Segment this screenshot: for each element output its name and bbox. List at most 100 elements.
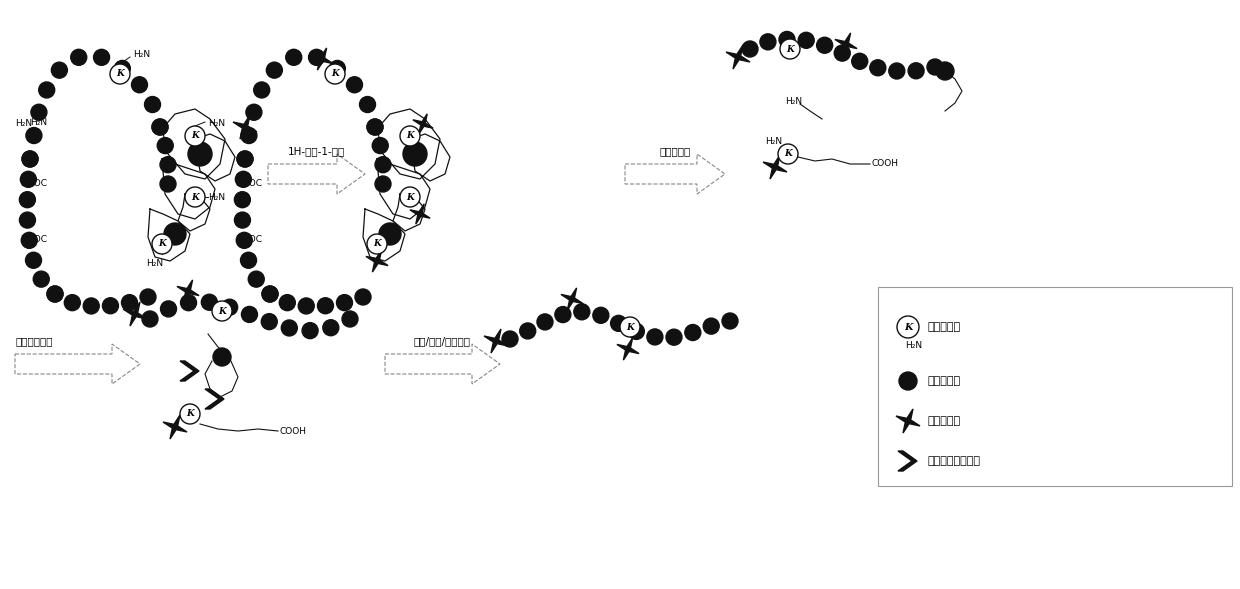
- Text: H₂N: H₂N: [905, 341, 923, 350]
- Circle shape: [502, 331, 518, 347]
- Polygon shape: [205, 389, 224, 409]
- Circle shape: [38, 82, 55, 98]
- Text: K: K: [191, 193, 198, 201]
- Circle shape: [554, 307, 570, 323]
- Circle shape: [897, 316, 919, 338]
- Circle shape: [114, 61, 130, 77]
- Circle shape: [143, 311, 157, 327]
- Circle shape: [83, 298, 99, 314]
- Text: 胍基化基团: 胍基化基团: [928, 416, 961, 426]
- Circle shape: [185, 126, 205, 146]
- Circle shape: [140, 289, 156, 305]
- Circle shape: [31, 104, 47, 120]
- Circle shape: [322, 320, 339, 336]
- Circle shape: [22, 151, 38, 167]
- Circle shape: [237, 151, 253, 167]
- Circle shape: [520, 323, 536, 339]
- Circle shape: [372, 138, 388, 154]
- Circle shape: [610, 315, 626, 332]
- Circle shape: [262, 286, 278, 302]
- Circle shape: [574, 304, 590, 320]
- Circle shape: [336, 294, 352, 310]
- Circle shape: [779, 31, 795, 48]
- Circle shape: [234, 212, 250, 228]
- Circle shape: [742, 41, 758, 57]
- Circle shape: [234, 191, 250, 208]
- Circle shape: [236, 171, 252, 187]
- Circle shape: [110, 64, 130, 84]
- Circle shape: [852, 53, 868, 70]
- Circle shape: [342, 311, 358, 327]
- Polygon shape: [311, 48, 334, 70]
- Circle shape: [367, 234, 387, 254]
- Polygon shape: [366, 250, 388, 272]
- Text: 氨基活性材料基团: 氨基活性材料基团: [928, 456, 981, 466]
- Circle shape: [153, 234, 172, 254]
- Circle shape: [242, 306, 258, 322]
- Circle shape: [666, 329, 682, 345]
- Circle shape: [760, 34, 776, 50]
- Polygon shape: [180, 361, 198, 381]
- Polygon shape: [898, 451, 918, 471]
- Circle shape: [869, 59, 885, 76]
- Text: K: K: [405, 131, 414, 141]
- Circle shape: [780, 39, 800, 59]
- Circle shape: [64, 294, 81, 310]
- Circle shape: [122, 294, 138, 310]
- Circle shape: [379, 223, 401, 245]
- Text: 赖氨酸残基: 赖氨酸残基: [928, 322, 961, 332]
- Text: K: K: [191, 131, 198, 141]
- Text: 1H-吡唑-1-甲脒: 1H-吡唑-1-甲脒: [288, 146, 345, 156]
- Text: H₂N: H₂N: [765, 137, 782, 145]
- Circle shape: [26, 252, 41, 268]
- Text: K: K: [405, 193, 414, 201]
- Circle shape: [325, 64, 345, 84]
- Circle shape: [928, 59, 942, 75]
- Text: H₂N: H₂N: [785, 97, 802, 105]
- Circle shape: [620, 317, 640, 337]
- Polygon shape: [618, 338, 639, 360]
- Circle shape: [71, 49, 87, 65]
- Text: 氨基活性材料: 氨基活性材料: [15, 336, 52, 346]
- Circle shape: [212, 301, 232, 321]
- Text: HOOC: HOOC: [20, 180, 47, 188]
- Circle shape: [237, 151, 253, 167]
- Text: 精氨酸残基: 精氨酸残基: [928, 376, 961, 386]
- Circle shape: [267, 62, 283, 78]
- Circle shape: [281, 320, 298, 336]
- Circle shape: [160, 176, 176, 192]
- Text: K: K: [117, 70, 124, 78]
- Text: H₂N: H₂N: [146, 259, 164, 268]
- Text: COOH: COOH: [872, 160, 899, 168]
- Circle shape: [330, 61, 345, 77]
- Circle shape: [47, 286, 63, 302]
- Circle shape: [145, 97, 160, 112]
- Circle shape: [835, 45, 851, 61]
- Polygon shape: [835, 33, 857, 55]
- Circle shape: [817, 37, 832, 53]
- Circle shape: [401, 187, 420, 207]
- Circle shape: [722, 313, 738, 329]
- Circle shape: [374, 176, 391, 192]
- Circle shape: [593, 307, 609, 323]
- Circle shape: [20, 212, 36, 228]
- Circle shape: [248, 271, 264, 287]
- Text: K: K: [186, 409, 193, 419]
- Circle shape: [181, 294, 196, 310]
- FancyBboxPatch shape: [878, 287, 1233, 486]
- Circle shape: [262, 286, 278, 302]
- Circle shape: [262, 313, 278, 330]
- Circle shape: [367, 119, 383, 135]
- Circle shape: [346, 77, 362, 92]
- Text: H₂N: H₂N: [208, 193, 226, 201]
- Text: HOOC: HOOC: [20, 234, 47, 243]
- Circle shape: [20, 171, 36, 187]
- Text: 离心/滤膜/亲和色谱: 离心/滤膜/亲和色谱: [414, 336, 471, 346]
- Circle shape: [374, 157, 391, 173]
- Circle shape: [241, 128, 257, 144]
- Circle shape: [20, 191, 36, 208]
- Circle shape: [285, 49, 301, 65]
- Text: K: K: [218, 306, 226, 316]
- Circle shape: [647, 329, 663, 345]
- Polygon shape: [625, 154, 725, 194]
